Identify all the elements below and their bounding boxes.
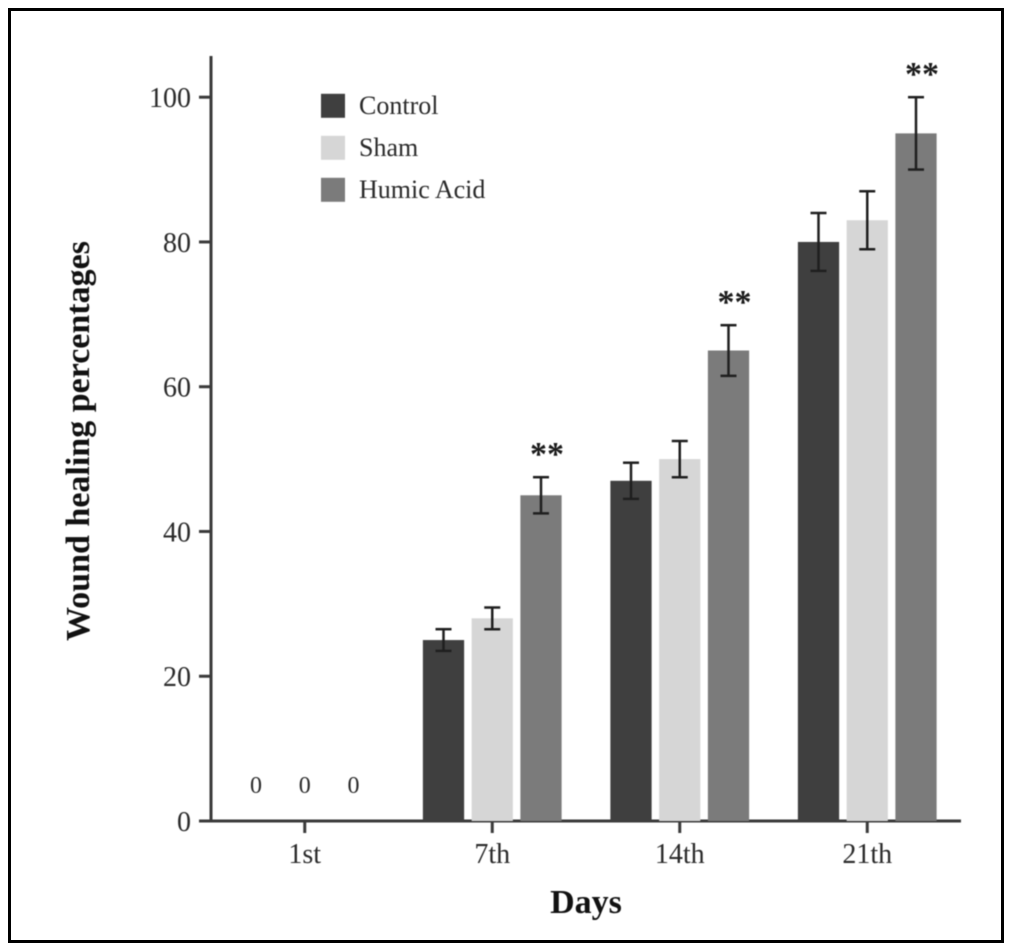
svg-text:Days: Days bbox=[550, 884, 622, 921]
svg-text:20: 20 bbox=[163, 662, 191, 693]
svg-text:14th: 14th bbox=[655, 839, 705, 870]
svg-text:Humic Acid: Humic Acid bbox=[359, 175, 485, 204]
svg-text:Sham: Sham bbox=[359, 133, 418, 162]
svg-text:7th: 7th bbox=[474, 839, 510, 870]
svg-text:**: ** bbox=[718, 284, 752, 321]
bar-chart: 0 20 40 60 80 100 1st 7th 14th 21th 0 0 0 ** ** ** Wound… bbox=[41, 41, 981, 921]
svg-text:1st: 1st bbox=[288, 839, 321, 870]
svg-text:**: ** bbox=[905, 56, 939, 93]
svg-text:Control: Control bbox=[359, 91, 438, 120]
svg-text:Wound healing percentages: Wound healing percentages bbox=[60, 241, 97, 641]
svg-text:0: 0 bbox=[348, 773, 360, 799]
svg-text:0: 0 bbox=[250, 773, 262, 799]
svg-text:80: 80 bbox=[163, 228, 191, 259]
svg-text:40: 40 bbox=[163, 517, 191, 548]
svg-text:21th: 21th bbox=[842, 839, 892, 870]
svg-text:0: 0 bbox=[299, 773, 311, 799]
svg-text:100: 100 bbox=[149, 83, 191, 114]
svg-text:**: ** bbox=[530, 436, 564, 473]
figure-frame: 0 20 40 60 80 100 1st 7th 14th 21th 0 0 0 ** ** ** Wound… bbox=[8, 8, 1004, 943]
svg-text:60: 60 bbox=[163, 373, 191, 404]
svg-text:0: 0 bbox=[177, 807, 191, 838]
chart-container: 0 20 40 60 80 100 1st 7th 14th 21th 0 0 0 ** ** ** Wound… bbox=[41, 41, 981, 921]
